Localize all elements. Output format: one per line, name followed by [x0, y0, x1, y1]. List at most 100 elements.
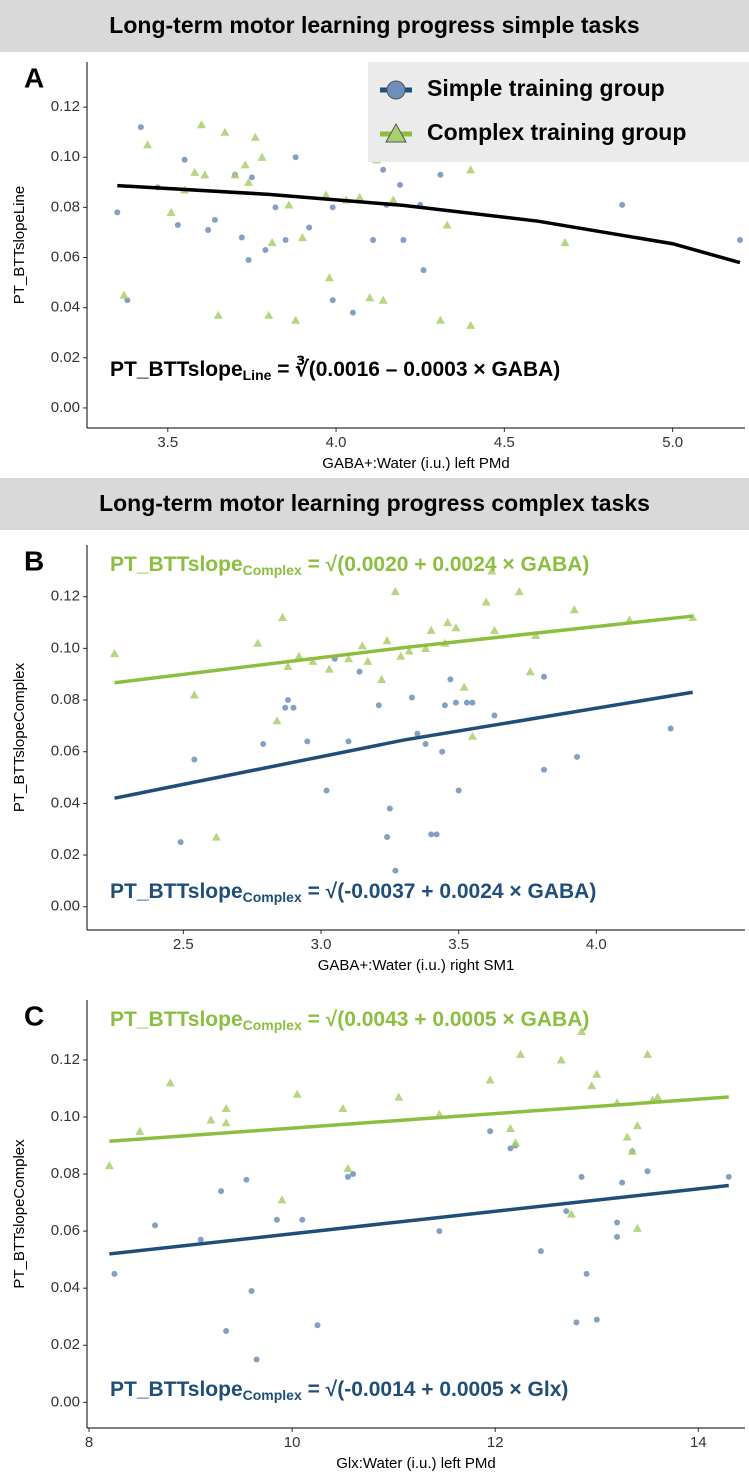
x-tick-label: 14 — [690, 1434, 707, 1451]
data-point — [272, 716, 282, 725]
data-point — [200, 170, 210, 179]
data-point — [205, 226, 212, 233]
data-point — [573, 1319, 580, 1326]
x-tick-label: 10 — [284, 1434, 301, 1451]
data-point — [481, 597, 491, 606]
data-point — [104, 1160, 114, 1170]
data-point — [211, 216, 218, 223]
data-point — [386, 805, 393, 812]
data-point — [390, 587, 400, 596]
data-point — [344, 1173, 351, 1180]
data-point — [563, 1208, 570, 1215]
data-point — [396, 651, 406, 660]
x-tick-label: 4.0 — [326, 434, 347, 451]
data-point — [135, 1126, 145, 1135]
data-point — [627, 1146, 637, 1155]
data-point — [304, 738, 311, 745]
section-title: Long-term motor learning progress comple… — [99, 490, 650, 516]
fit-line — [109, 1183, 729, 1256]
data-point — [426, 625, 436, 634]
data-point — [248, 174, 255, 181]
x-tick-label: 3.5 — [157, 434, 178, 451]
data-point — [556, 1055, 566, 1064]
data-point — [397, 181, 404, 188]
y-tick-label: 0.10 — [51, 639, 80, 656]
equation: PT_BTTslopeComplex = √(0.0020 + 0.0024 ×… — [110, 553, 589, 578]
data-point — [443, 618, 453, 627]
data-point — [137, 124, 144, 131]
data-point — [583, 1270, 590, 1277]
y-tick-label: 0.12 — [51, 588, 80, 605]
y-tick-label: 0.08 — [51, 198, 80, 215]
data-point — [306, 224, 313, 231]
data-point — [370, 236, 377, 243]
data-point — [211, 832, 221, 841]
data-point — [191, 756, 198, 763]
y-tick-label: 0.08 — [51, 1165, 80, 1182]
data-point — [441, 702, 448, 709]
fit-line — [117, 183, 741, 265]
data-point — [592, 1069, 602, 1078]
x-axis-label: GABA+:Water (i.u.) right SM1 — [318, 957, 515, 974]
data-point — [384, 833, 391, 840]
data-point — [437, 171, 444, 178]
data-point — [463, 699, 470, 706]
data-point — [238, 234, 245, 241]
y-tick-label: 0.12 — [51, 98, 80, 115]
y-tick-label: 0.02 — [51, 1336, 80, 1353]
data-point — [491, 712, 498, 719]
data-point — [262, 247, 269, 254]
data-point — [404, 646, 414, 655]
data-point — [511, 1138, 521, 1147]
data-point — [190, 167, 200, 176]
data-point — [455, 787, 462, 794]
y-tick-label: 0.00 — [51, 898, 80, 915]
legend-marker — [385, 122, 407, 143]
data-point — [152, 1222, 159, 1229]
data-point — [240, 160, 250, 169]
data-point — [323, 787, 330, 794]
data-point — [321, 190, 331, 199]
data-point — [578, 1173, 585, 1180]
x-tick-label: 4.5 — [494, 434, 515, 451]
data-point — [400, 236, 407, 243]
fit-line — [114, 614, 693, 685]
data-point — [392, 867, 399, 874]
data-point — [243, 1176, 250, 1183]
y-axis-label: PT_BTTslopeComplex — [11, 662, 28, 812]
data-point — [420, 267, 427, 274]
data-point — [206, 1115, 216, 1124]
panel-label: B — [24, 545, 44, 576]
data-point — [516, 1049, 526, 1058]
data-point — [382, 636, 392, 645]
equation-base: PT_BTTslope — [110, 880, 243, 903]
x-tick-label: 3.5 — [448, 936, 469, 953]
data-point — [408, 694, 415, 701]
y-tick-label: 0.00 — [51, 1393, 80, 1410]
x-tick-label: 5.0 — [662, 434, 683, 451]
data-point — [619, 1179, 626, 1186]
data-point — [428, 831, 435, 838]
data-point — [230, 170, 240, 179]
data-point — [421, 643, 431, 652]
data-point — [282, 704, 289, 711]
legend-label: Simple training group — [427, 75, 665, 101]
data-point — [174, 221, 181, 228]
data-point — [324, 273, 334, 282]
data-point — [250, 132, 260, 141]
data-point — [272, 204, 279, 211]
data-point — [344, 654, 354, 663]
data-point — [452, 699, 459, 706]
data-point — [299, 1216, 306, 1223]
data-point — [196, 120, 206, 129]
data-point — [282, 236, 289, 243]
legend-marker — [386, 80, 406, 100]
data-point — [245, 257, 252, 264]
data-point — [614, 1233, 621, 1240]
data-point — [489, 625, 499, 634]
data-point — [223, 1327, 230, 1334]
section-header — [0, 0, 749, 52]
y-tick-label: 0.06 — [51, 1222, 80, 1239]
data-point — [439, 748, 446, 755]
